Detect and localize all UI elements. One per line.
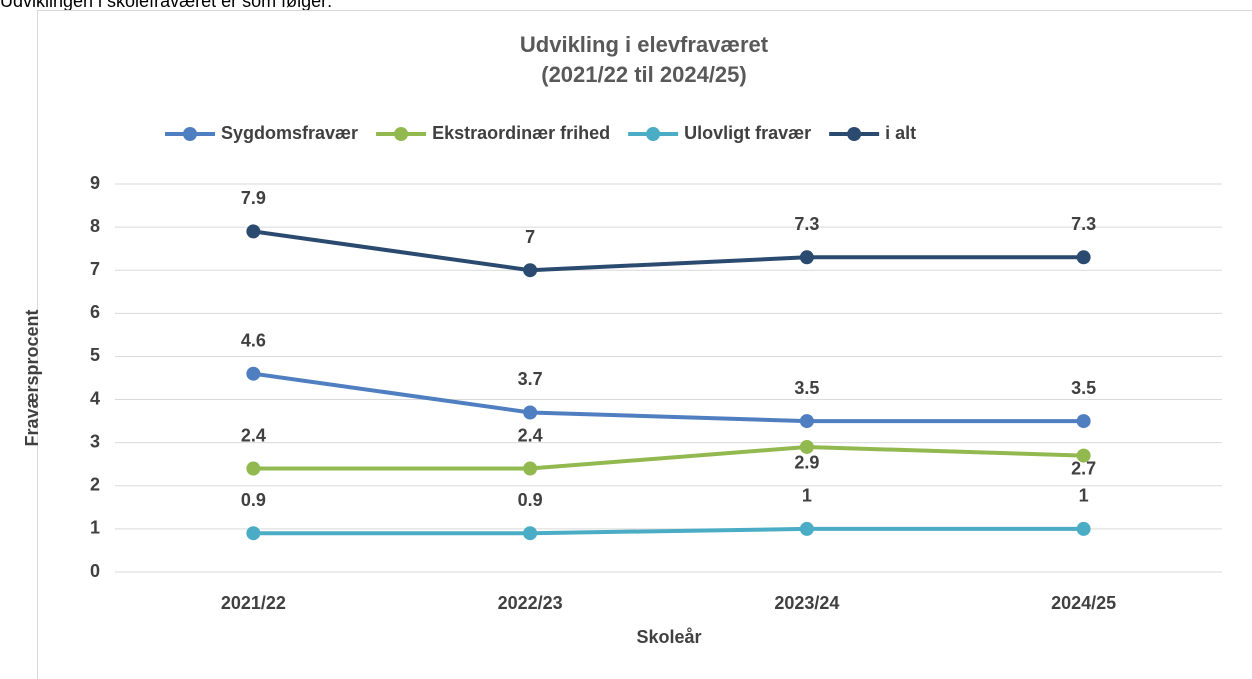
- data-label: 3.5: [794, 378, 819, 398]
- series-marker: [1076, 448, 1091, 463]
- series-line: [253, 371, 1084, 424]
- y-tick-label: 5: [90, 345, 100, 365]
- y-tick-label: 0: [90, 561, 100, 581]
- legend-label: Sygdomsfravær: [221, 123, 358, 143]
- data-label: 7: [525, 227, 535, 247]
- y-tick-label: 7: [90, 259, 100, 279]
- series-marker: [1076, 250, 1091, 265]
- legend-marker: [183, 127, 197, 141]
- data-label: 2.9: [794, 453, 819, 473]
- data-label: 1: [1079, 486, 1089, 506]
- data-label: 3.7: [518, 369, 543, 389]
- chart-title: Udvikling i elevfraværet: [520, 32, 769, 57]
- series-marker: [799, 439, 814, 454]
- data-label: 7.3: [794, 214, 819, 234]
- series-marker: [523, 405, 538, 420]
- y-tick-label: 9: [90, 173, 100, 193]
- series-marker: [799, 250, 814, 265]
- y-axis-label: Fraværsprocent: [22, 309, 42, 446]
- intro-text: Udviklingen i skolefraværet er som følge…: [0, 0, 332, 11]
- data-label: 0.9: [518, 490, 543, 510]
- x-tick-label: 2023/24: [774, 593, 839, 613]
- legend-label: i alt: [885, 123, 916, 143]
- series-marker: [523, 263, 538, 278]
- y-tick-label: 8: [90, 216, 100, 236]
- data-label: 2.4: [518, 425, 543, 445]
- x-tick-label: 2024/25: [1051, 593, 1116, 613]
- data-label: 1: [802, 486, 812, 506]
- chart-title: (2021/22 til 2024/25): [541, 62, 746, 87]
- legend-label: Ekstraordinær frihed: [432, 123, 610, 143]
- legend-marker: [847, 127, 862, 141]
- data-label: 0.9: [241, 490, 266, 510]
- data-label: 2.7: [1071, 458, 1096, 478]
- data-label: 4.6: [241, 330, 266, 350]
- series-marker: [523, 461, 538, 476]
- series-line: [253, 229, 1084, 273]
- legend-label: Ulovligt fravær: [684, 123, 811, 143]
- legend-marker: [646, 127, 661, 141]
- series-marker: [799, 521, 814, 536]
- data-label: 7.9: [241, 188, 266, 208]
- series-line: [253, 444, 1084, 471]
- y-tick-label: 2: [90, 475, 100, 495]
- y-tick-label: 3: [90, 431, 100, 451]
- series-line: [253, 526, 1084, 536]
- series-marker: [246, 366, 261, 381]
- series-marker: [246, 224, 261, 239]
- series-marker: [246, 526, 261, 541]
- y-tick-label: 4: [90, 388, 100, 408]
- series-marker: [246, 461, 261, 476]
- x-axis-label: Skoleår: [636, 627, 701, 647]
- series-marker: [523, 526, 538, 541]
- series-marker: [1076, 521, 1091, 536]
- y-tick-label: 6: [90, 302, 100, 322]
- y-tick-label: 1: [90, 518, 100, 538]
- data-label: 3.5: [1071, 378, 1096, 398]
- x-tick-label: 2022/23: [498, 593, 563, 613]
- series-marker: [1076, 414, 1091, 429]
- data-label: 7.3: [1071, 214, 1096, 234]
- data-label: 2.4: [241, 425, 266, 445]
- series-marker: [799, 414, 814, 429]
- x-tick-label: 2021/22: [221, 593, 286, 613]
- legend-marker: [394, 127, 409, 141]
- chart-frame: [37, 10, 1252, 679]
